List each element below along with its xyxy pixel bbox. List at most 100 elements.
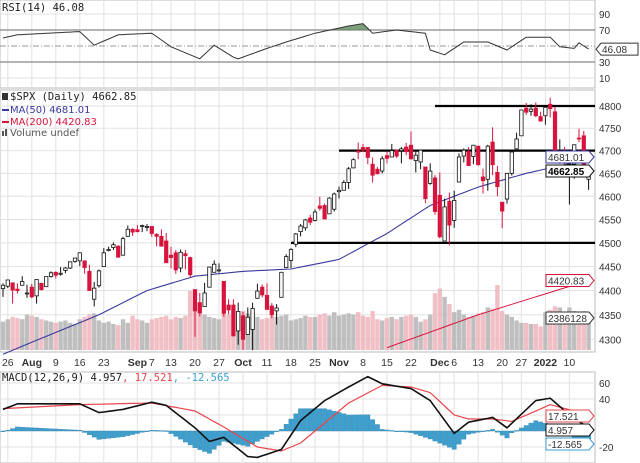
candle-body: [485, 145, 490, 180]
ma200-value-tag-text: 4420.83: [548, 277, 585, 288]
date-tick-label: 23: [98, 357, 110, 369]
volume-bar: [389, 316, 394, 350]
candle: [53, 271, 58, 279]
candle: [279, 271, 284, 298]
candle-body: [312, 211, 318, 221]
histogram-bar: [87, 430, 92, 435]
histogram-bar: [471, 430, 476, 434]
volume-bar: [255, 316, 260, 350]
volume-bar: [221, 307, 226, 350]
candle-body: [543, 106, 548, 117]
ma200-value-tag: 4420.83: [545, 274, 595, 288]
candle-body: [279, 271, 284, 298]
candle-body: [106, 249, 111, 251]
volume-bar: [567, 307, 572, 350]
volume-bar: [442, 296, 447, 350]
candle-body: [360, 147, 366, 151]
volume-bar: [87, 314, 92, 350]
candle: [77, 252, 82, 267]
histogram-bar: [34, 427, 39, 432]
candle: [82, 260, 87, 274]
histogram-bar: [303, 408, 308, 432]
histogram-bar: [106, 430, 111, 439]
candle-body: [202, 292, 207, 307]
candle: [240, 311, 246, 350]
volume-bar: [154, 318, 159, 350]
candle: [216, 263, 222, 273]
volume-bar: [466, 316, 471, 350]
candle-body: [101, 252, 106, 267]
macd-line: [2, 375, 589, 459]
candle: [48, 271, 54, 278]
rsi-title: RSI(14) 46.08: [2, 2, 84, 14]
volume-bar: [216, 319, 222, 350]
candle-body: [490, 141, 495, 166]
candle: [346, 166, 351, 189]
candle: [456, 153, 462, 183]
volume-bar: [77, 319, 82, 350]
volume-bar: [168, 319, 174, 350]
volume-bar: [360, 315, 366, 350]
rsi-frame: [0, 0, 596, 89]
histogram-bar: [130, 430, 135, 435]
date-tick-label: Sep: [128, 357, 147, 369]
histogram-bar: [259, 430, 265, 440]
volume-value-tag-text: 2386128: [548, 314, 587, 325]
candle: [168, 246, 174, 269]
candle-body: [154, 234, 159, 237]
candle-body: [528, 108, 534, 112]
volume-bar: [39, 319, 44, 350]
ma50-line: [2, 158, 589, 355]
histogram-bar: [250, 430, 255, 445]
histogram-bar: [365, 414, 371, 432]
candle: [120, 236, 126, 256]
candle: [528, 104, 534, 116]
volume-bar: [327, 315, 332, 350]
candle-body: [92, 287, 97, 300]
candle: [576, 128, 582, 143]
candle-body: [500, 201, 505, 212]
candle: [423, 166, 428, 204]
volume-bar: [423, 319, 428, 350]
candle: [548, 97, 553, 118]
histogram-bar: [341, 413, 347, 432]
volume-bar: [341, 314, 346, 350]
candle-body: [519, 109, 524, 137]
ma50-value-tag-text: 4681.01: [548, 153, 585, 164]
candle: [284, 254, 289, 269]
candle-body: [24, 292, 30, 295]
volume-bar: [0, 321, 6, 350]
candle: [183, 249, 188, 270]
volume-bar: [120, 319, 126, 350]
date-tick-label: 9: [53, 357, 59, 369]
histogram-bar: [509, 430, 515, 434]
histogram-value: , -12.565: [173, 372, 230, 384]
volume-bar: [365, 316, 370, 350]
candle: [226, 299, 231, 315]
histogram-value-tag: -12.565: [545, 437, 595, 451]
histogram-bar: [111, 430, 116, 438]
date-tick-label: 11: [262, 357, 273, 369]
candle: [96, 269, 102, 288]
candle-body: [288, 249, 294, 261]
histogram-bar: [91, 430, 97, 438]
histogram-bar: [442, 430, 447, 446]
ma50-value-tag: 4681.01: [545, 150, 595, 164]
volume-bar: [543, 312, 548, 350]
histogram-bar: [504, 430, 510, 439]
volume-bar: [96, 320, 102, 350]
date-tick-label: 10: [564, 357, 576, 369]
histogram-bar: [178, 430, 183, 440]
histogram-bar: [135, 430, 140, 434]
price-frame: [0, 89, 596, 353]
candle: [538, 111, 543, 122]
histogram-bar: [461, 430, 467, 440]
volume-bar: [303, 315, 308, 350]
price-tick-label: 4450: [599, 263, 622, 274]
histogram-bar: [43, 428, 49, 432]
candle: [63, 267, 68, 274]
candle: [317, 196, 322, 211]
volume-bar: [375, 319, 380, 350]
histogram-bar: [351, 414, 356, 432]
candle-body: [351, 159, 356, 169]
